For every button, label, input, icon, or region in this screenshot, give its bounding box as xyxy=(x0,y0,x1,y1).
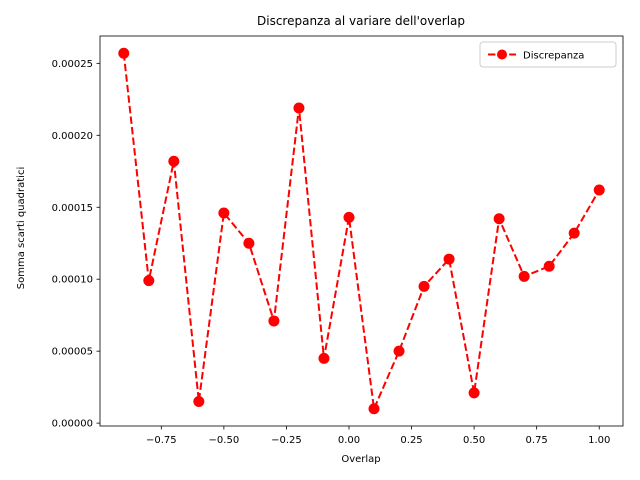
x-tick-label: 0.00 xyxy=(338,435,360,446)
data-point xyxy=(318,352,330,364)
data-point xyxy=(118,47,130,59)
data-point xyxy=(418,280,430,292)
chart-title: Discrepanza al variare dell'overlap xyxy=(257,14,465,28)
x-tick-label: −0.50 xyxy=(209,435,240,446)
data-point xyxy=(293,102,305,114)
plot-area: −0.75 −0.50 −0.25 0.00 0.25 0.50 0.75 1.00 0.000… xyxy=(52,35,624,446)
data-point xyxy=(443,253,455,265)
y-tick-label: 0.00010 xyxy=(52,275,93,286)
y-tick-label: 0.00000 xyxy=(52,419,93,430)
x-tick-label: 0.75 xyxy=(526,435,548,446)
data-point xyxy=(268,315,280,327)
legend-box xyxy=(479,41,617,68)
data-point xyxy=(543,260,555,272)
y-axis-label: Somma scarti quadratici xyxy=(16,167,27,289)
data-point xyxy=(568,227,580,239)
data-point xyxy=(143,275,155,287)
data-point xyxy=(343,211,355,223)
data-point xyxy=(243,237,255,249)
data-point xyxy=(168,155,180,167)
x-axis-label: Overlap xyxy=(341,454,380,465)
x-tick-label: 1.00 xyxy=(588,435,610,446)
x-tick-label: 0.25 xyxy=(400,435,422,446)
x-tick-label: −0.75 xyxy=(146,435,177,446)
legend: Discrepanza xyxy=(479,41,617,68)
data-point xyxy=(393,345,405,357)
data-point xyxy=(218,207,230,219)
y-tick-label: 0.00015 xyxy=(52,203,93,214)
axes-frame xyxy=(99,35,624,427)
x-tick-label: 0.50 xyxy=(463,435,485,446)
data-point xyxy=(593,184,605,196)
x-tick-label: −0.25 xyxy=(271,435,302,446)
y-tick-label: 0.00005 xyxy=(52,347,93,358)
data-point xyxy=(493,213,505,225)
legend-label: Discrepanza xyxy=(523,51,584,62)
y-tick-label: 0.00020 xyxy=(52,131,93,142)
legend-marker xyxy=(497,49,507,60)
series-line-discrepanza xyxy=(122,53,601,410)
y-tick-label: 0.00025 xyxy=(52,59,93,70)
data-point xyxy=(518,270,530,282)
data-point xyxy=(368,403,380,415)
data-point xyxy=(193,396,205,408)
data-point xyxy=(468,387,480,399)
